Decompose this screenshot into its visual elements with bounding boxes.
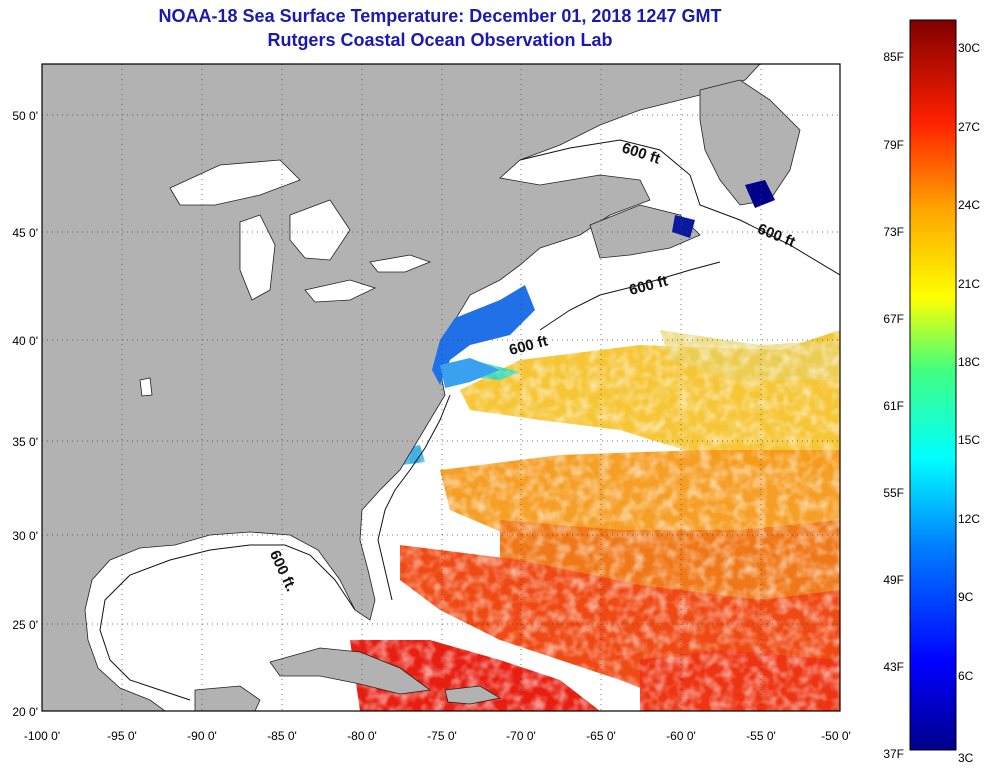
lon-tick-label: -80 0' bbox=[347, 729, 377, 743]
colorbar-c-label: 21C bbox=[958, 277, 980, 291]
colorbar-f-label: 49F bbox=[883, 573, 904, 587]
colorbar-f-label: 43F bbox=[883, 660, 904, 674]
colorbar-c-label: 12C bbox=[958, 512, 980, 526]
lat-tick-label: 25 0' bbox=[12, 618, 38, 632]
map-subtitle: Rutgers Coastal Ocean Observation Lab bbox=[267, 30, 613, 50]
lon-tick-label: -60 0' bbox=[666, 729, 696, 743]
lon-tick-label: -70 0' bbox=[506, 729, 536, 743]
lat-tick-label: 30 0' bbox=[12, 529, 38, 543]
great-lakes bbox=[139, 159, 432, 397]
land bbox=[42, 64, 801, 711]
colorbar-f-label: 37F bbox=[883, 747, 904, 761]
map-border bbox=[41, 63, 841, 712]
lon-tick-label: -100 0' bbox=[24, 729, 60, 743]
depth-contour bbox=[99, 139, 840, 701]
cold-water bbox=[432, 180, 775, 388]
lon-tick-label: -90 0' bbox=[187, 729, 217, 743]
colorbar-f-label: 73F bbox=[883, 225, 904, 239]
lon-tick-label: -50 0' bbox=[821, 729, 851, 743]
lon-tick-label: -55 0' bbox=[746, 729, 776, 743]
lon-tick-label: -95 0' bbox=[107, 729, 137, 743]
lat-tick-label: 35 0' bbox=[12, 435, 38, 449]
lat-tick-label: 45 0' bbox=[12, 226, 38, 240]
colorbar-gradient bbox=[909, 19, 957, 751]
graticule bbox=[42, 64, 840, 711]
lon-axis: -100 0' -95 0' -90 0' -85 0' -80 0' -75 … bbox=[24, 729, 851, 743]
lon-tick-label: -75 0' bbox=[427, 729, 457, 743]
lat-tick-label: 50 0' bbox=[12, 109, 38, 123]
colorbar-c-label: 27C bbox=[958, 120, 980, 134]
colorbar-c-label: 15C bbox=[958, 433, 980, 447]
lat-tick-label: 20 0' bbox=[12, 705, 38, 719]
colorbar: 85F 79F 73F 67F 61F 55F 49F 43F 37F 30C … bbox=[883, 19, 980, 765]
lat-tick-label: 40 0' bbox=[12, 334, 38, 348]
lat-axis: 50 0' 45 0' 40 0' 35 0' 30 0' 25 0' 20 0… bbox=[12, 109, 38, 719]
colorbar-c-label: 3C bbox=[958, 751, 974, 765]
colorbar-f-label: 85F bbox=[883, 50, 904, 64]
lon-tick-label: -85 0' bbox=[267, 729, 297, 743]
colorbar-c-label: 24C bbox=[958, 198, 980, 212]
colorbar-c-label: 18C bbox=[958, 355, 980, 369]
colorbar-c-label: 30C bbox=[958, 41, 980, 55]
map-title: NOAA-18 Sea Surface Temperature: Decembe… bbox=[158, 6, 722, 26]
colorbar-f-label: 67F bbox=[883, 312, 904, 326]
colorbar-c-label: 9C bbox=[958, 590, 974, 604]
colorbar-f-label: 55F bbox=[883, 486, 904, 500]
colorbar-f-label: 79F bbox=[883, 138, 904, 152]
colorbar-f-label: 61F bbox=[883, 399, 904, 413]
lon-tick-label: -65 0' bbox=[586, 729, 616, 743]
colorbar-c-label: 6C bbox=[958, 669, 974, 683]
